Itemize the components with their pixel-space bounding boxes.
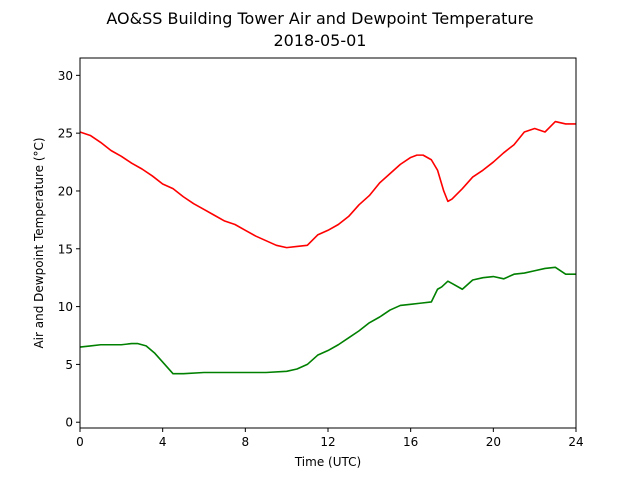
x-tick-label: 0 [76,435,84,449]
y-axis-label: Air and Dewpoint Temperature (°C) [32,137,46,348]
x-axis-label: Time (UTC) [294,455,361,469]
y-tick-label: 10 [58,300,73,314]
plot-area [79,120,576,375]
y-tick-label: 0 [65,416,73,430]
chart-subtitle: 2018-05-01 [274,31,367,50]
x-tick-label: 24 [568,435,583,449]
y-ticks: 0 5 10 15 20 25 30 [58,69,80,430]
x-tick-label: 12 [320,435,335,449]
y-tick-label: 20 [58,184,73,198]
x-tick-label: 20 [486,435,501,449]
x-ticks: 0 4 8 12 16 20 24 [76,428,584,449]
series-line-1 [79,266,576,375]
y-tick-label: 5 [65,358,73,372]
y-tick-label: 15 [58,242,73,256]
x-tick-label: 8 [242,435,250,449]
y-tick-label: 25 [58,127,73,141]
series-line-0 [79,120,576,249]
x-tick-label: 4 [159,435,167,449]
chart-title: AO&SS Building Tower Air and Dewpoint Te… [106,9,533,28]
x-tick-label: 16 [403,435,418,449]
y-tick-label: 30 [58,69,73,83]
